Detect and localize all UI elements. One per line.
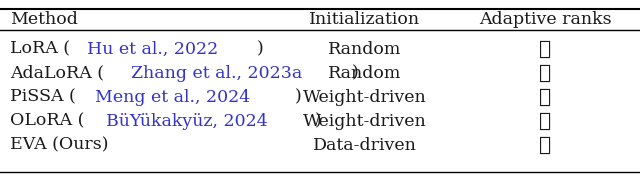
Text: Weight-driven: Weight-driven xyxy=(303,113,427,130)
Text: Weight-driven: Weight-driven xyxy=(303,88,427,105)
Text: ): ) xyxy=(352,64,359,81)
Text: OLoRA (: OLoRA ( xyxy=(10,113,84,130)
Text: LoRA (: LoRA ( xyxy=(10,41,70,58)
Text: Random: Random xyxy=(328,64,402,81)
Text: Zhang et al., 2023a: Zhang et al., 2023a xyxy=(131,64,303,81)
Text: Meng et al., 2024: Meng et al., 2024 xyxy=(95,88,250,105)
Text: Method: Method xyxy=(10,12,78,28)
Text: Hu et al., 2022: Hu et al., 2022 xyxy=(88,41,219,58)
Text: Adaptive ranks: Adaptive ranks xyxy=(479,12,611,28)
Text: ): ) xyxy=(295,88,302,105)
Text: AdaLoRA (: AdaLoRA ( xyxy=(10,64,104,81)
Text: ): ) xyxy=(257,41,264,58)
Text: ✗: ✗ xyxy=(539,111,551,131)
Text: BüYükakyüz, 2024: BüYükakyüz, 2024 xyxy=(106,113,268,130)
Text: EVA (Ours): EVA (Ours) xyxy=(10,136,109,153)
Text: Random: Random xyxy=(328,41,402,58)
Text: Data-driven: Data-driven xyxy=(313,136,417,153)
Text: ✗: ✗ xyxy=(539,39,551,59)
Text: ✓: ✓ xyxy=(539,63,551,83)
Text: ✗: ✗ xyxy=(539,87,551,107)
Text: Initialization: Initialization xyxy=(309,12,420,28)
Text: ): ) xyxy=(315,113,321,130)
Text: ✓: ✓ xyxy=(539,135,551,155)
Text: PiSSA (: PiSSA ( xyxy=(10,88,76,105)
